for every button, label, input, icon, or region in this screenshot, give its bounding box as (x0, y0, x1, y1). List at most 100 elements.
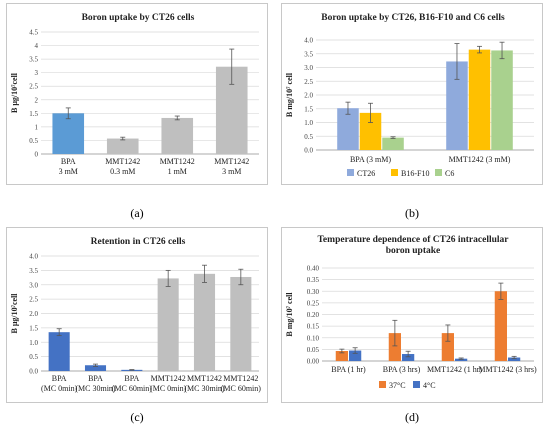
chart-d-bar (349, 350, 362, 361)
chart-d-legend-label: 4°C (423, 381, 436, 390)
chart-c-ytick-label: 0.0 (29, 368, 38, 376)
chart-a-ytick-label: 4 (35, 42, 39, 50)
chart-panel-d: Temperature dependence of CT26 intracell… (281, 227, 543, 403)
chart-a-category-label: 0.3 mM (110, 167, 135, 176)
chart-d-bar (402, 354, 415, 361)
chart-c-ytick-label: 3.5 (29, 267, 38, 275)
chart-b-category-label: MMT1242 (3 mM) (449, 155, 511, 164)
chart-b-legend-label: CT26 (357, 169, 375, 178)
chart-a-category-label: 3 mM (222, 167, 241, 176)
chart-b-ytick-label: 0.0 (304, 147, 313, 155)
chart-c-ytick-label: 3.0 (29, 281, 38, 289)
chart-d-ytick-label: 0.25 (307, 299, 320, 307)
chart-b-ytick-label: 4.0 (304, 37, 313, 45)
chart-c-svg: Retention in CT26 cells 0.0 0.5 1.0 1.5 2.0 2.… (10, 237, 262, 393)
chart-b-ytick-label: 3.0 (304, 64, 313, 72)
chart-b-bar (359, 112, 382, 150)
chart-c-category-label: MMT1242 (223, 374, 258, 383)
chart-c-bar (193, 273, 216, 371)
chart-b-bar (491, 50, 513, 151)
chart-c-bar (230, 276, 252, 371)
chart-d-ylabel: B mg/10⁷ cell (285, 292, 294, 337)
chart-a-ytick-label: 3 (35, 69, 39, 77)
chart-c-ytick-label: 0.5 (29, 353, 38, 361)
chart-c-title: Retention in CT26 cells (91, 237, 186, 247)
chart-c-ytick-label: 4.0 (29, 253, 38, 261)
chart-c-ytick-label: 1.5 (29, 324, 38, 332)
chart-c-category-label: BPA (52, 374, 67, 383)
chart-a-category-label: 1 mM (168, 167, 187, 176)
chart-b-ytick-label: 1.0 (304, 119, 313, 127)
chart-d-bar (494, 291, 507, 361)
chart-d-ytick-label: 0.15 (307, 323, 320, 331)
chart-d-bar (335, 351, 348, 361)
chart-a-bar (52, 113, 85, 154)
chart-c-category-label: (MC 0min) (150, 384, 187, 393)
chart-d-svg: Temperature dependence of CT26 intracell… (285, 235, 537, 390)
chart-d-bar (455, 358, 468, 361)
chart-c-bar (157, 278, 179, 371)
chart-b-title: Boron uptake by CT26, B16-F10 and C6 cel… (321, 13, 505, 23)
chart-b-bar (468, 49, 491, 150)
caption-c: (c) (130, 410, 144, 424)
chart-a-category-label: BPA (61, 157, 76, 166)
chart-a-ytick-label: 0 (35, 151, 39, 159)
chart-c-bar (48, 332, 70, 371)
chart-a-category-label: MMT1242 (214, 157, 249, 166)
chart-a-category-label: 3 mM (59, 167, 78, 176)
chart-b-legend-swatch (391, 169, 398, 176)
caption-d: (d) (405, 410, 419, 424)
chart-d-bar (388, 333, 401, 361)
chart-d-title: boron uptake (386, 246, 440, 256)
chart-panel-c: Retention in CT26 cells 0.0 0.5 1.0 1.5 2.0 2.… (6, 227, 268, 403)
caption-a: (a) (130, 206, 144, 220)
chart-panel-a: Boron uptake by CT26 cells 0 0.5 1 1.5 2 2.5 3 3… (6, 3, 268, 185)
chart-c-category-label: BPA (124, 374, 139, 383)
chart-a-bar (161, 117, 194, 154)
chart-a-title: Boron uptake by CT26 cells (82, 13, 195, 23)
chart-c-ytick-label: 2.0 (29, 310, 38, 318)
chart-d-category-label: MMT1242 (3 hrs) (478, 365, 537, 374)
chart-d-ytick-label: 0.35 (307, 276, 320, 284)
chart-c-category-label: (MC 60min) (112, 384, 153, 393)
chart-b-legend-label: C6 (445, 169, 454, 178)
chart-b-ytick-label: 2.0 (304, 92, 313, 100)
chart-c-category-label: MMT1242 (187, 374, 222, 383)
chart-b-svg: Boron uptake by CT26, B16-F10 and C6 cel… (285, 13, 534, 178)
chart-c-category-label: BPA (88, 374, 103, 383)
chart-c-category-label: (MC 0min) (41, 384, 78, 393)
chart-d-ytick-label: 0.10 (307, 334, 320, 342)
chart-b-ytick-label: 3.5 (304, 50, 313, 58)
chart-b-bar (337, 108, 359, 150)
chart-a-ytick-label: 4.5 (29, 29, 38, 37)
chart-a-svg: Boron uptake by CT26 cells 0 0.5 1 1.5 2 2.5 3 3… (10, 13, 259, 176)
chart-d-legend-label: 37°C (389, 381, 406, 390)
chart-b-legend-swatch (435, 169, 442, 176)
chart-a-ytick-label: 1 (35, 123, 39, 131)
chart-b-ytick-label: 1.5 (304, 105, 313, 113)
chart-d-category-label: BPA (1 hr) (331, 365, 366, 374)
chart-a-ytick-label: 2 (35, 96, 39, 104)
chart-b-ytick-label: 0.5 (304, 133, 313, 141)
chart-d-ytick-label: 0.20 (307, 311, 320, 319)
chart-d-bar (508, 357, 521, 361)
chart-d-ytick-label: 0.05 (307, 346, 320, 354)
chart-a-category-label: MMT1242 (160, 157, 195, 166)
chart-c-category-label: (MC 60min) (221, 384, 262, 393)
chart-d-title: Temperature dependence of CT26 intracell… (317, 235, 509, 245)
chart-d-ytick-label: 0.30 (307, 288, 320, 296)
chart-b-legend-label: B16-F10 (401, 169, 429, 178)
chart-a-ylabel: B μg/10⁷cell (10, 72, 19, 113)
chart-d-ytick-label: 0.00 (307, 358, 320, 366)
chart-a-category-label: MMT1242 (105, 157, 140, 166)
chart-b-category-label: BPA (3 mM) (350, 155, 391, 164)
chart-c-bar (84, 365, 107, 371)
chart-a-ytick-label: 1.5 (29, 110, 38, 118)
chart-d-bar (441, 333, 454, 361)
chart-a-ytick-label: 3.5 (29, 56, 38, 64)
chart-b-ytick-label: 2.5 (304, 78, 313, 86)
chart-d-category-label: MMT1242 (1 hr) (427, 365, 482, 374)
chart-c-ytick-label: 2.5 (29, 296, 38, 304)
chart-c-category-label: (MC 30min) (184, 384, 225, 393)
chart-c-category-label: (MC 30min) (75, 384, 116, 393)
